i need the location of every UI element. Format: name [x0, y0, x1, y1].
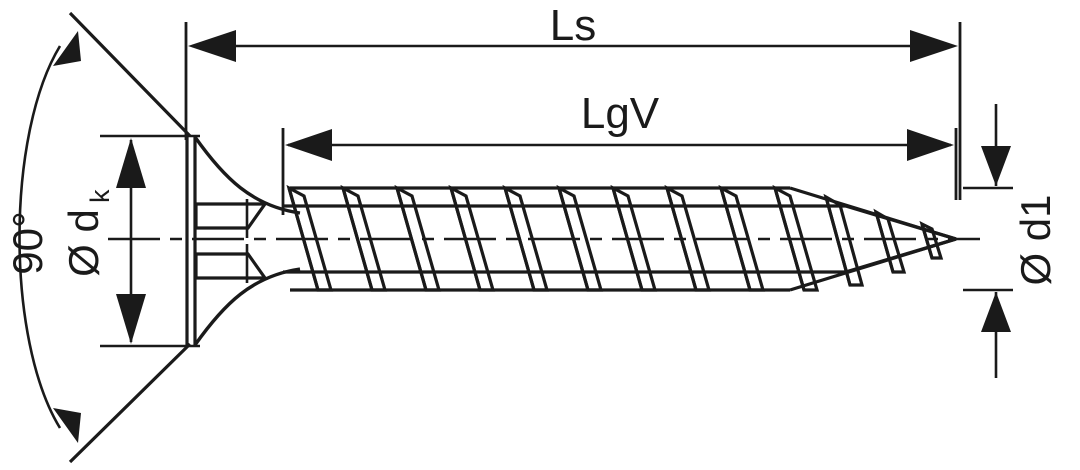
- overall-length-label: Ls: [550, 1, 596, 50]
- d1-arrowhead-top: [981, 146, 1011, 186]
- angle-leader-line-lower: [68, 342, 192, 464]
- screw-head-top-face: [185, 136, 197, 346]
- dk-arrowhead-bottom: [116, 294, 146, 344]
- dimension-dk: [100, 134, 200, 348]
- screw-body: [185, 136, 957, 346]
- head-diameter-label: Ø d: [60, 209, 107, 277]
- lgv-arrowhead-right: [907, 129, 954, 161]
- angle-arc: [18, 45, 62, 429]
- thread-teeth: [286, 184, 944, 292]
- tip-ramp-upper: [789, 186, 957, 241]
- drive-recess-upper: [194, 199, 269, 238]
- d1-arrowhead-bottom: [981, 292, 1011, 332]
- threaded-length-label: LgV: [581, 89, 660, 138]
- angle-leader-line-upper: [68, 11, 192, 138]
- dk-label-group: Ø d k: [60, 189, 115, 277]
- ls-arrowhead-right: [910, 30, 958, 62]
- dk-arrowhead-top: [116, 138, 146, 188]
- ls-arrowhead-left: [188, 30, 236, 62]
- head-angle-indicator: [18, 11, 192, 464]
- lgv-arrowhead-left: [285, 129, 332, 161]
- dimension-lgv: [281, 128, 958, 215]
- tip-ramp-lower: [789, 237, 957, 292]
- head-diameter-subscript: k: [85, 189, 115, 203]
- head-cone-upper: [193, 136, 301, 215]
- angle-arrowhead-lower: [53, 408, 81, 443]
- dimension-d1: [963, 104, 1013, 378]
- head-angle-label: 90°: [4, 211, 51, 275]
- dimension-ls: [184, 22, 962, 200]
- angle-arrowhead-upper: [53, 31, 81, 66]
- drive-recess-lower: [194, 244, 269, 283]
- thread-diameter-label: Ø d1: [1012, 194, 1059, 285]
